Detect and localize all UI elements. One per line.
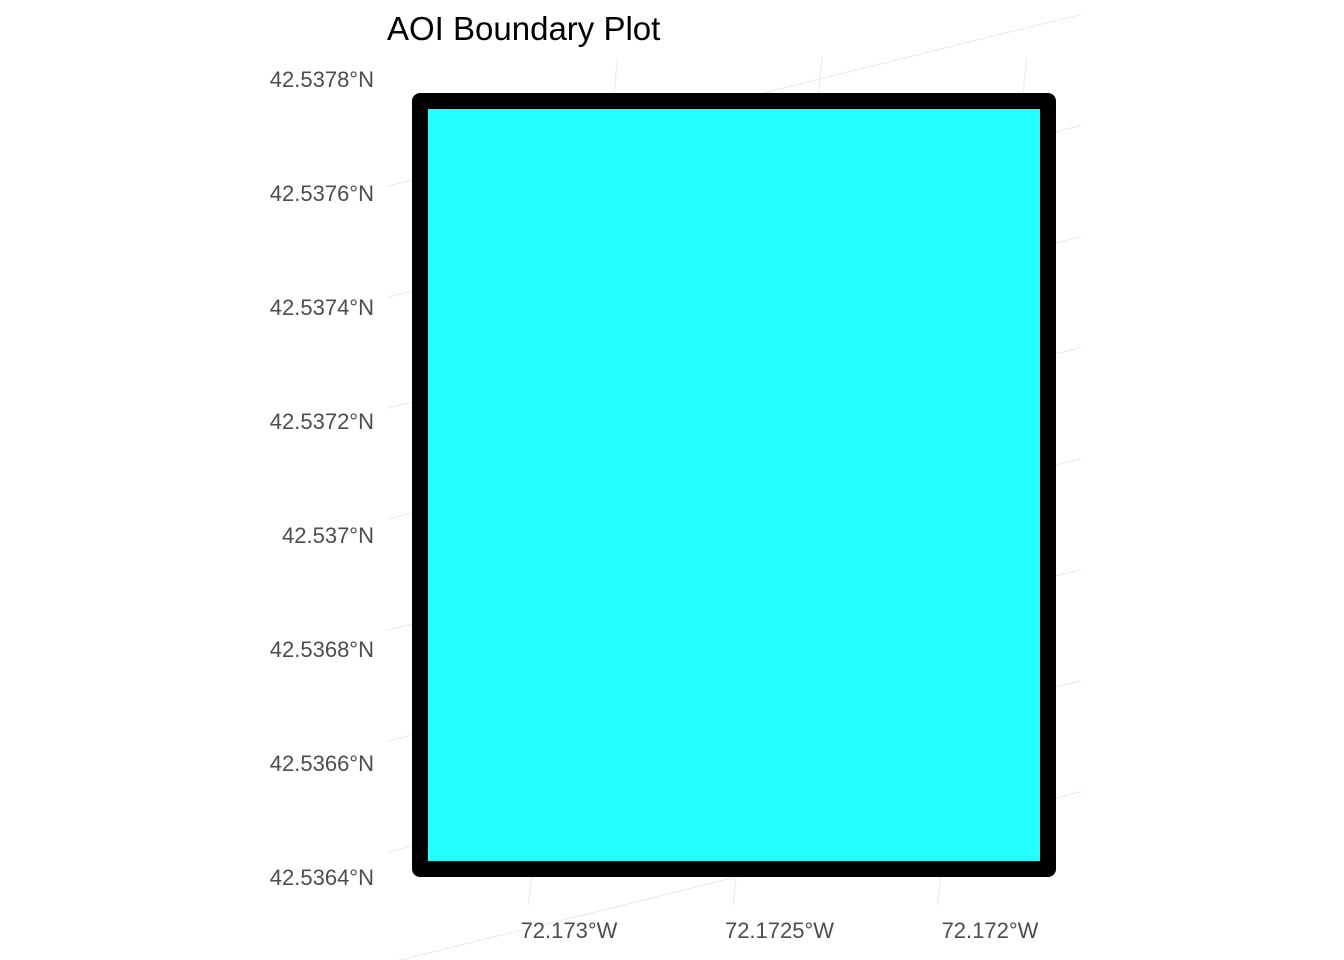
plot-title: AOI Boundary Plot	[387, 10, 660, 47]
lat-tick-label: 42.5372°N	[270, 409, 374, 434]
aoi-polygon	[412, 93, 1056, 877]
lon-tick-label: 72.172°W	[942, 918, 1039, 943]
lat-tick-label: 42.5374°N	[270, 295, 374, 320]
lat-tick-label: 42.5364°N	[270, 865, 374, 890]
lat-tick-label: 42.5368°N	[270, 637, 374, 662]
lat-tick-label: 42.537°N	[282, 523, 374, 548]
longitude-axis: 72.173°W 72.1725°W 72.172°W	[521, 918, 1039, 943]
lat-tick-label: 42.5378°N	[270, 67, 374, 92]
lat-tick-label: 42.5366°N	[270, 751, 374, 776]
lat-tick-label: 42.5376°N	[270, 181, 374, 206]
lon-tick-label: 72.1725°W	[725, 918, 834, 943]
lon-tick-label: 72.173°W	[521, 918, 618, 943]
latitude-axis: 42.5364°N 42.5366°N 42.5368°N 42.537°N 42.53…	[270, 67, 374, 890]
aoi-layer	[412, 93, 1056, 877]
